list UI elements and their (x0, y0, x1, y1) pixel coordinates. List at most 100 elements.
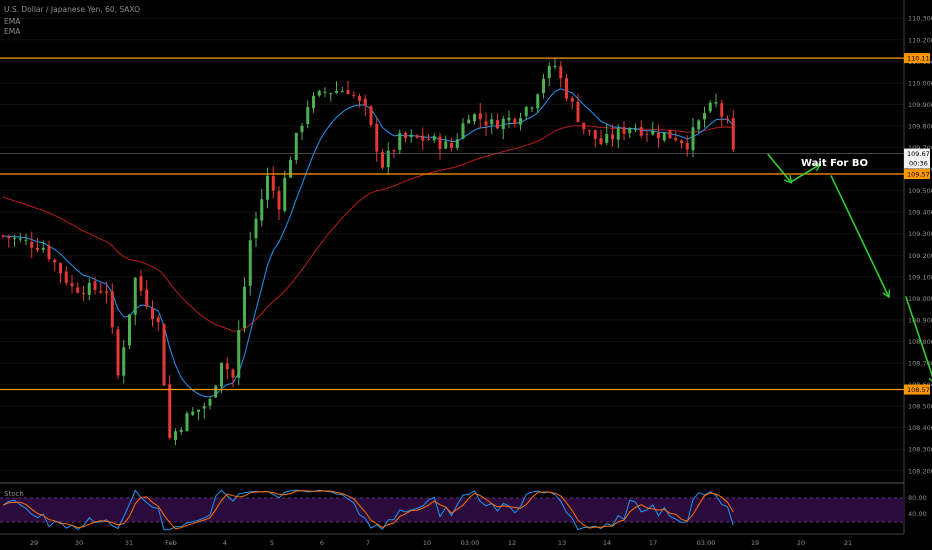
candle-body (59, 263, 62, 274)
candle-body (450, 142, 453, 149)
time-axis-label: 10 (423, 539, 431, 547)
candle-body (645, 133, 649, 135)
price-axis-label: 110.200 (908, 36, 932, 44)
candle-body (691, 127, 695, 151)
candle-body (599, 138, 603, 145)
candle-body (559, 66, 563, 79)
candle-body (467, 119, 471, 124)
forecast-arrow (767, 153, 791, 182)
candle-body (680, 140, 683, 144)
level-price-tag (904, 384, 930, 395)
stoch-label: Stoch (4, 490, 24, 498)
time-axis-label: 31 (125, 539, 133, 547)
candle-body (668, 130, 672, 139)
time-axis-label: 6 (320, 539, 324, 547)
candle-body (363, 98, 367, 106)
wait-for-bo-label: Wait For BO (801, 158, 868, 169)
candle-body (616, 128, 620, 140)
candle-body (53, 259, 57, 263)
price-axis-label: 108.400 (908, 424, 932, 432)
candle-body (490, 119, 494, 125)
time-axis-label: 17 (649, 539, 657, 547)
candle-body (455, 139, 459, 148)
candle-body (128, 314, 131, 346)
price-axis-label: 108.200 (908, 467, 932, 475)
price-axis-label: 108.900 (908, 316, 932, 324)
candle-body (179, 429, 183, 432)
candle-body (266, 175, 269, 200)
stoch-axis-label: 40.00 (908, 510, 927, 518)
candle-body (547, 65, 551, 79)
candle-body (611, 134, 614, 140)
candle-body (639, 127, 643, 136)
candle-body (30, 241, 34, 248)
candle-body (392, 150, 396, 152)
candle-body (381, 152, 384, 168)
ema-slow-line (2, 125, 734, 332)
candle-body (105, 291, 108, 293)
forecast-arrow (790, 165, 820, 183)
price-axis-label: 109.200 (908, 252, 932, 260)
candle-body (628, 127, 632, 134)
candle-body (415, 135, 419, 138)
price-axis-label: 110.000 (908, 79, 932, 87)
candle-body (122, 347, 126, 376)
forecast-arrow (830, 175, 889, 297)
candle-body (444, 141, 448, 149)
candle-body (254, 218, 258, 239)
candle-body (289, 160, 292, 178)
candle-body (156, 317, 160, 323)
candle-body (47, 245, 51, 260)
time-axis-label: 13 (558, 539, 566, 547)
candle-body (720, 103, 724, 117)
level-price-tag (904, 53, 930, 64)
forecast-arrow (904, 295, 932, 382)
chart-title: U.S. Dollar / Japanese Yen, 60, SAXO (4, 5, 140, 14)
candle-body (513, 118, 517, 124)
price-axis-label: 109.100 (908, 273, 932, 281)
time-axis-label: 14 (603, 539, 611, 547)
candle-body (731, 118, 735, 150)
candle-body (685, 142, 689, 150)
candle-body (352, 95, 356, 97)
candle-body (271, 175, 275, 191)
candle-body (220, 362, 223, 387)
candle-body (24, 239, 28, 241)
last-price-tag (904, 148, 930, 169)
candle-body (542, 78, 545, 93)
candle-body (139, 276, 143, 291)
candle-body (726, 118, 729, 121)
price-axis-label: 109.700 (908, 144, 932, 152)
candle-body (225, 363, 229, 370)
price-axis-label: 109.500 (908, 187, 932, 195)
candle-body (340, 91, 344, 93)
candle-body (634, 129, 637, 131)
price-axis-label: 109.400 (908, 209, 932, 217)
time-axis-label: 29 (30, 539, 38, 547)
candle-body (478, 113, 482, 120)
price-axis-label: 109.300 (908, 230, 932, 238)
candle-body (93, 281, 97, 290)
candle-body (576, 101, 580, 122)
candle-body (323, 91, 327, 93)
candle-body (473, 114, 476, 122)
candle-body (294, 132, 298, 160)
candle-body (7, 235, 11, 239)
price-axis-label: 109.000 (908, 295, 932, 303)
candle-body (87, 282, 91, 295)
candle-body (76, 287, 80, 293)
candle-body (507, 117, 511, 121)
candle-body (317, 90, 321, 96)
candle-body (570, 97, 574, 102)
candle-body (1, 235, 5, 237)
time-axis-label: 4 (223, 539, 227, 547)
candle-body (409, 134, 413, 138)
candle-body (427, 138, 430, 140)
candle-body (13, 237, 16, 239)
candle-body (484, 121, 488, 126)
bar-countdown-text: 00:36 (909, 160, 928, 168)
candle-body (18, 238, 22, 240)
price-axis-label: 110.300 (908, 15, 932, 23)
candle-body (277, 191, 281, 210)
